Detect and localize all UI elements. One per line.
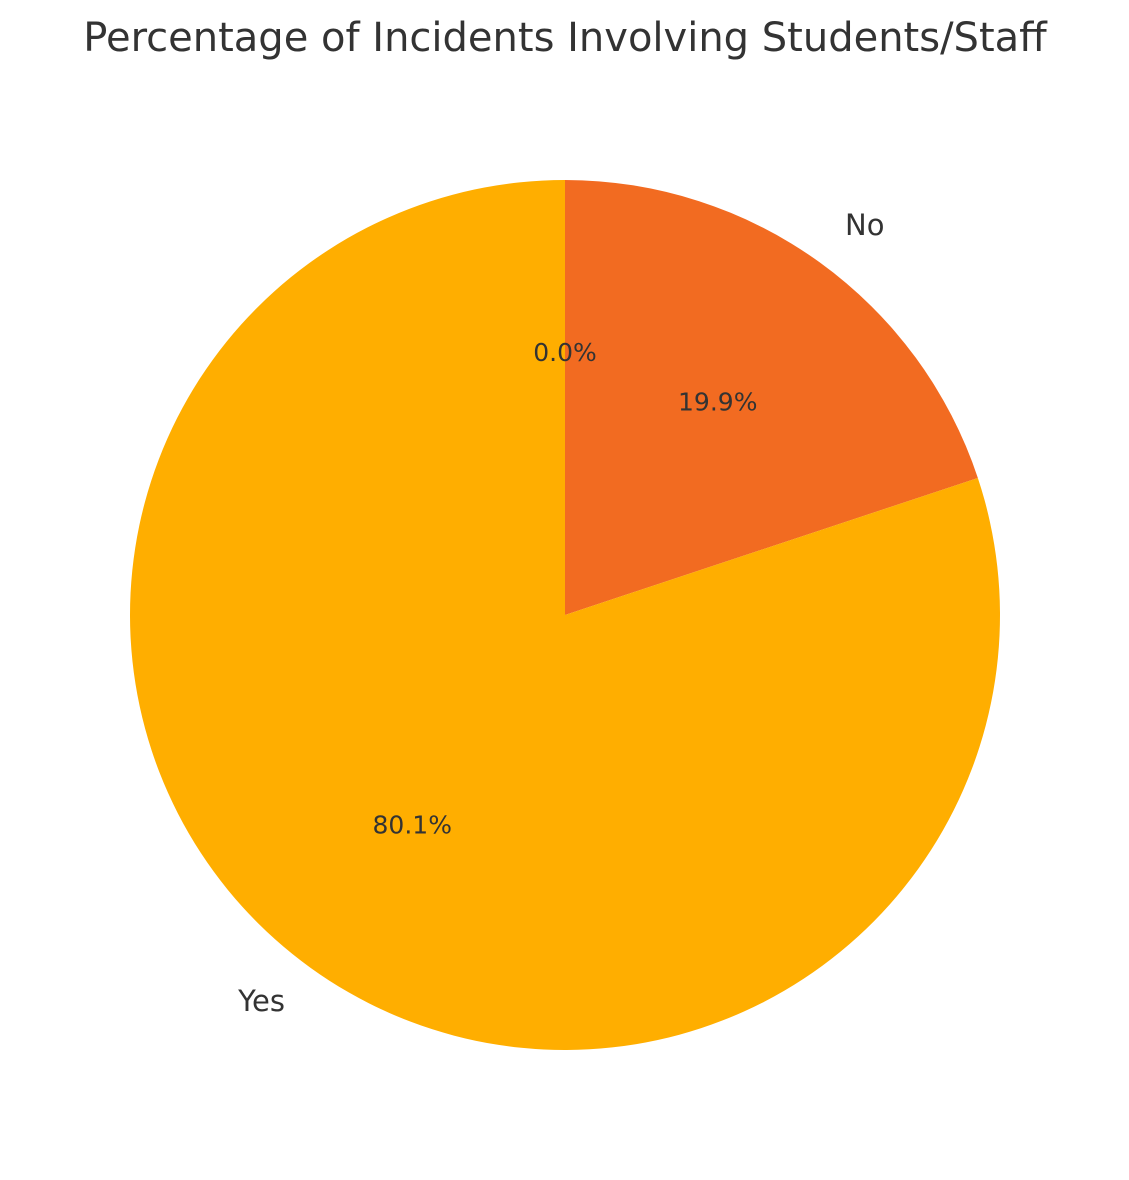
chart-title: Percentage of Incidents Involving Studen…: [83, 15, 1048, 61]
slice-label: No: [845, 208, 884, 242]
value-label: 80.1%: [373, 811, 452, 840]
pie-slice: [129, 180, 1000, 1051]
slice-label: Yes: [237, 984, 285, 1018]
value-label: 0.0%: [533, 338, 597, 367]
value-label: 19.9%: [678, 387, 757, 416]
pie-slice: [565, 180, 978, 615]
